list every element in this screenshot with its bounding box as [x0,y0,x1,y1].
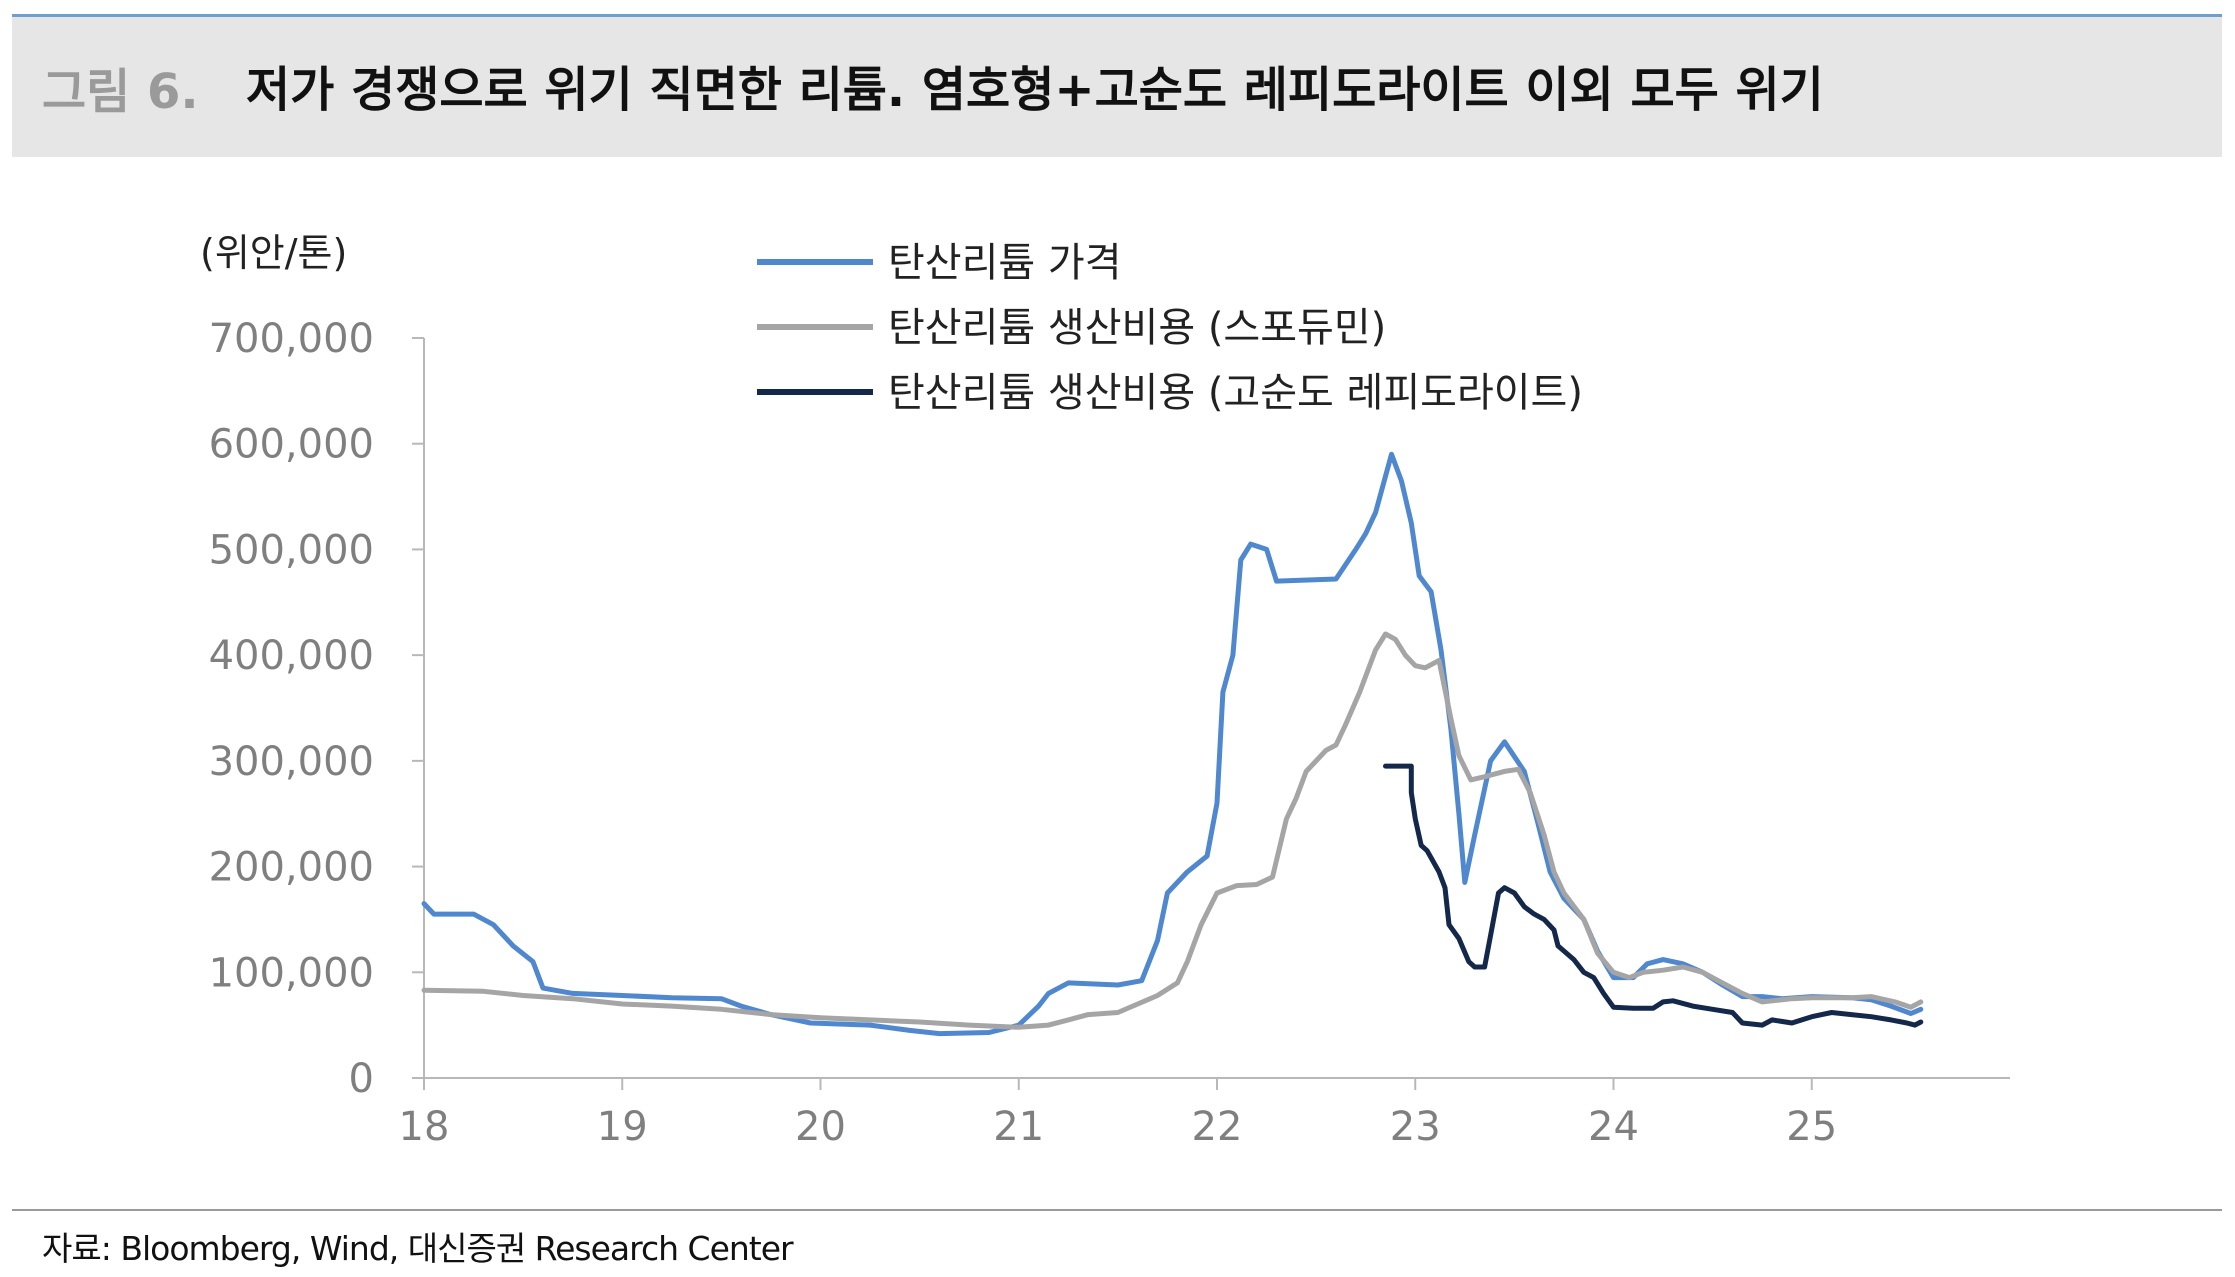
y-tick-label: 400,000 [209,633,374,679]
y-tick-label: 300,000 [209,739,374,785]
y-tick-label: 100,000 [209,950,374,996]
y-tick-label: 200,000 [209,845,374,891]
y-unit-label: (위안/톤) [200,231,347,275]
chart-series [421,451,1924,1037]
legend-label-1: 탄산리튬 가격 [888,240,1122,286]
x-tick-label: 19 [597,1104,648,1150]
figure-title: 저가 경쟁으로 위기 직면한 리튬. 염호형+고순도 레피도라이트 이외 모두 … [246,62,1824,118]
x-tick-label: 18 [399,1104,450,1150]
x-tick-label: 25 [1786,1104,1837,1150]
y-tick-label: 700,000 [209,316,374,362]
figure-label: 그림 6. [42,64,199,120]
series-line-1 [421,451,1924,1037]
x-tick-label: 20 [795,1104,846,1150]
bottom-rule [12,1209,2222,1211]
x-tick-label: 22 [1192,1104,1243,1150]
x-tick-label: 23 [1390,1104,1441,1150]
x-tick-label: 24 [1588,1104,1639,1150]
source-note: 자료: Bloomberg, Wind, 대신증권 Research Cente… [42,1229,794,1268]
legend-label-2: 탄산리튬 생산비용 (스포듀민) [888,305,1386,351]
top-rule [12,14,2222,17]
line-chart: 0 100,000 200,000 300,000 400,000 500,000 600,… [200,231,2010,1150]
chart-axes: 0 100,000 200,000 300,000 400,000 500,000 600,… [200,231,2010,1150]
y-tick-label: 600,000 [209,422,374,468]
title-bar [12,17,2222,157]
series-line-3 [1383,763,1924,1028]
y-tick-label: 500,000 [209,527,374,573]
legend-label-3: 탄산리튬 생산비용 (고순도 레피도라이트) [888,370,1583,416]
y-tick-label: 0 [349,1056,374,1102]
x-tick-label: 21 [993,1104,1044,1150]
series-line-2 [421,631,1924,1030]
